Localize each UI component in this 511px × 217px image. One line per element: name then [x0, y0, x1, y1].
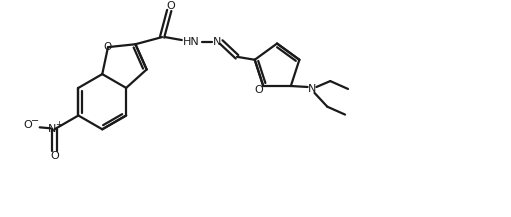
- Text: O: O: [24, 120, 32, 130]
- Text: −: −: [31, 116, 39, 127]
- Text: HN: HN: [183, 37, 200, 47]
- Text: N: N: [49, 124, 57, 134]
- Text: N: N: [213, 37, 221, 47]
- Text: O: O: [167, 0, 176, 10]
- Text: O: O: [104, 42, 112, 52]
- Text: O: O: [50, 151, 59, 161]
- Text: +: +: [55, 120, 62, 129]
- Text: N: N: [308, 84, 317, 94]
- Text: O: O: [254, 85, 263, 95]
